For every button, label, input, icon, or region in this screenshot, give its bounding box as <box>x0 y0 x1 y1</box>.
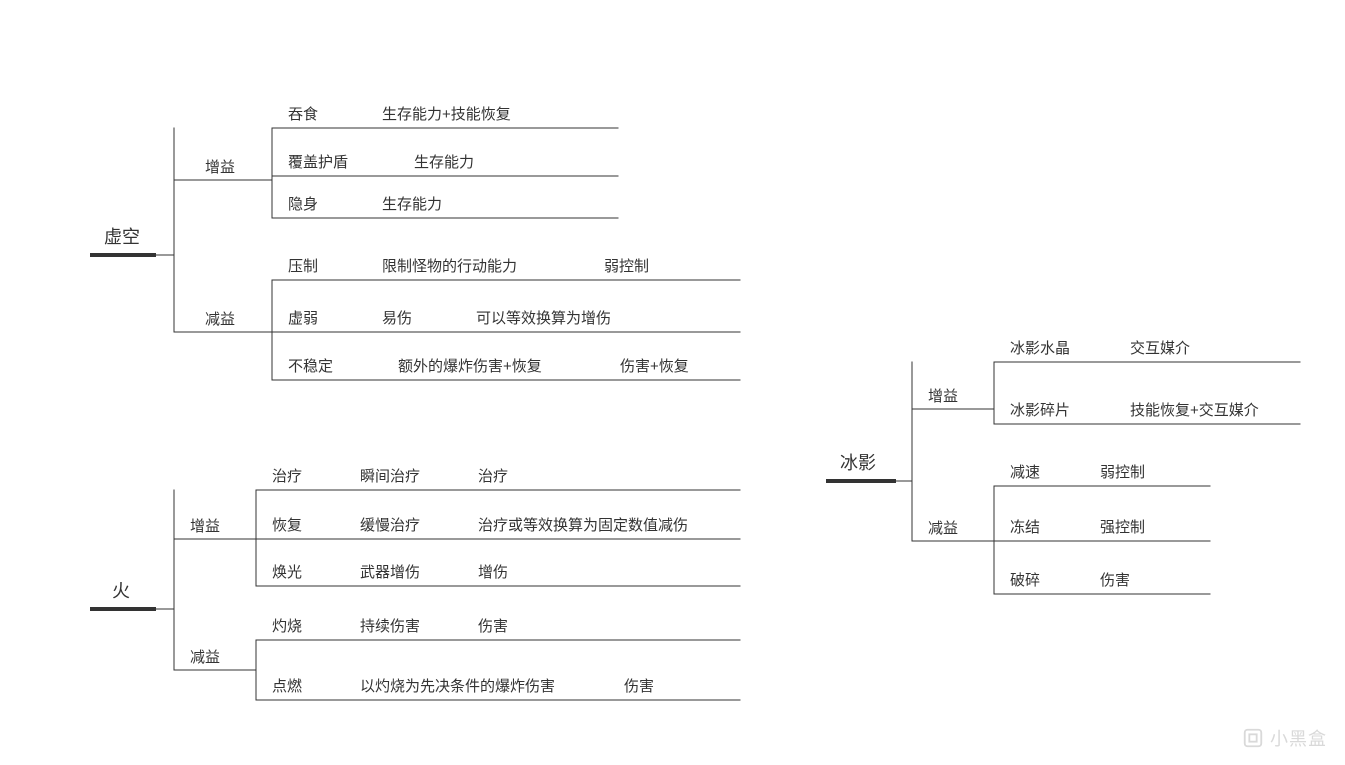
leaf-void-减益-0-2: 弱控制 <box>604 258 649 276</box>
leaf-void-减益-1-2: 可以等效换算为增伤 <box>476 310 611 328</box>
leaf-void-增益-2-1: 生存能力 <box>382 196 442 214</box>
leaf-ice-增益-1-1: 技能恢复+交互媒介 <box>1130 402 1259 420</box>
cat-fire-减益: 减益 <box>190 649 220 667</box>
watermark-icon <box>1242 727 1264 749</box>
leaf-void-减益-2-1: 额外的爆炸伤害+恢复 <box>398 358 542 376</box>
leaf-void-增益-1-1: 生存能力 <box>414 154 474 172</box>
leaf-ice-减益-2-0: 破碎 <box>1010 572 1040 590</box>
leaf-void-增益-0-0: 吞食 <box>288 106 318 124</box>
leaf-fire-增益-0-2: 治疗 <box>478 468 508 486</box>
leaf-fire-增益-1-2: 治疗或等效换算为固定数值减伤 <box>478 517 688 535</box>
leaf-ice-减益-2-1: 伤害 <box>1100 572 1130 590</box>
root-void: 虚空 <box>104 228 140 246</box>
leaf-ice-增益-0-0: 冰影水晶 <box>1010 340 1070 358</box>
cat-ice-减益: 减益 <box>928 520 958 538</box>
leaf-void-减益-2-2: 伤害+恢复 <box>620 358 689 376</box>
leaf-void-减益-2-0: 不稳定 <box>288 358 333 376</box>
leaf-void-减益-1-1: 易伤 <box>382 310 412 328</box>
leaf-void-增益-1-0: 覆盖护盾 <box>288 154 348 172</box>
leaf-ice-减益-1-0: 冻结 <box>1010 519 1040 537</box>
leaf-fire-增益-0-0: 治疗 <box>272 468 302 486</box>
leaf-fire-增益-2-1: 武器增伤 <box>360 564 420 582</box>
leaf-ice-增益-1-0: 冰影碎片 <box>1010 402 1070 420</box>
leaf-void-增益-2-0: 隐身 <box>288 196 318 214</box>
leaf-void-减益-0-1: 限制怪物的行动能力 <box>382 258 517 276</box>
cat-ice-增益: 增益 <box>928 388 958 406</box>
leaf-ice-增益-0-1: 交互媒介 <box>1130 340 1190 358</box>
watermark-text: 小黑盒 <box>1270 725 1327 751</box>
cat-void-增益: 增益 <box>205 159 235 177</box>
watermark: 小黑盒 <box>1242 725 1327 751</box>
leaf-fire-减益-1-2: 伤害 <box>624 678 654 696</box>
root-ice: 冰影 <box>840 454 876 472</box>
leaf-ice-减益-0-0: 减速 <box>1010 464 1040 482</box>
leaf-fire-增益-2-2: 增伤 <box>478 564 508 582</box>
leaf-ice-减益-0-1: 弱控制 <box>1100 464 1145 482</box>
leaf-void-增益-0-1: 生存能力+技能恢复 <box>382 106 511 124</box>
leaf-ice-减益-1-1: 强控制 <box>1100 519 1145 537</box>
cat-void-减益: 减益 <box>205 311 235 329</box>
leaf-fire-增益-1-0: 恢复 <box>272 517 302 535</box>
leaf-fire-增益-0-1: 瞬间治疗 <box>360 468 420 486</box>
leaf-fire-减益-1-1: 以灼烧为先决条件的爆炸伤害 <box>360 678 555 696</box>
leaf-fire-增益-1-1: 缓慢治疗 <box>360 517 420 535</box>
leaf-void-减益-1-0: 虚弱 <box>288 310 318 328</box>
cat-fire-增益: 增益 <box>190 518 220 536</box>
leaf-void-减益-0-0: 压制 <box>288 258 318 276</box>
leaf-fire-减益-1-0: 点燃 <box>272 678 302 696</box>
leaf-fire-减益-0-0: 灼烧 <box>272 618 302 636</box>
leaf-fire-减益-0-1: 持续伤害 <box>360 618 420 636</box>
leaf-fire-减益-0-2: 伤害 <box>478 618 508 636</box>
root-fire: 火 <box>112 582 130 600</box>
leaf-fire-增益-2-0: 焕光 <box>272 564 302 582</box>
